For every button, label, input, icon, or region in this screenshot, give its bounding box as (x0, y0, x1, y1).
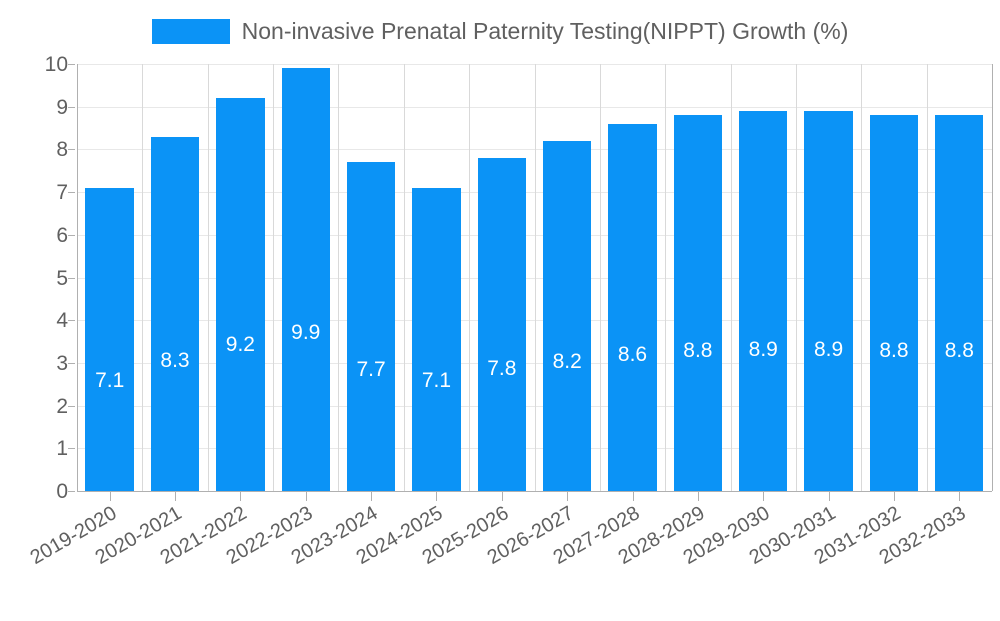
bar-value-label: 8.9 (814, 337, 844, 361)
bar[interactable]: 7.1 (85, 187, 134, 491)
bar-value-label: 8.3 (160, 348, 190, 372)
x-gridline (77, 64, 78, 491)
y-axis-tick-mark (68, 362, 75, 364)
y-axis-tick-label: 9 (56, 95, 68, 119)
x-axis-tick-mark (894, 491, 895, 501)
y-axis-tick-mark (68, 234, 75, 236)
bar[interactable]: 7.1 (412, 187, 461, 491)
y-axis-tick-mark (68, 448, 75, 450)
y-gridline (77, 64, 992, 65)
y-gridline (77, 320, 992, 322)
y-axis-tick-label: 4 (56, 309, 68, 333)
x-gridline (142, 64, 143, 491)
x-gridline (992, 64, 993, 491)
bar-value-label: 8.8 (879, 339, 909, 363)
bar-value-label: 9.9 (291, 321, 321, 345)
x-axis-tick-mark (698, 491, 699, 501)
bar[interactable]: 8.8 (673, 115, 723, 491)
bar[interactable]: 8.6 (608, 123, 657, 491)
y-axis-tick-label: 6 (56, 223, 68, 247)
bar-value-label: 7.7 (356, 358, 386, 382)
y-axis-tick-mark (68, 192, 75, 194)
bar[interactable]: 9.9 (281, 68, 330, 491)
x-gridline (927, 64, 928, 491)
bar[interactable]: 8.8 (935, 115, 984, 491)
x-axis-tick-mark (829, 491, 830, 501)
bar[interactable]: 9.2 (216, 98, 265, 491)
y-axis-tick-label: 3 (56, 351, 68, 375)
x-axis-tick-mark (502, 491, 503, 501)
y-gridline (77, 234, 992, 236)
x-gridline (338, 64, 339, 491)
x-axis-tick-mark (567, 491, 568, 501)
y-axis-tick-label: 1 (56, 437, 68, 461)
y-axis-tick-label: 8 (56, 138, 68, 162)
y-axis-tick-mark (68, 491, 75, 492)
bar-chart: Non-invasive Prenatal Paternity Testing(… (0, 0, 1000, 600)
x-gridline (796, 64, 797, 491)
x-axis-tick-mark (306, 491, 307, 501)
y-axis: 0 1 2 3 4 5 6 7 8 9 10 (0, 0, 75, 600)
x-axis-tick-mark (436, 491, 437, 501)
y-axis-tick-label: 10 (44, 53, 68, 76)
y-axis-tick-mark (68, 106, 75, 108)
x-gridline (731, 64, 732, 491)
bar-value-label: 8.8 (683, 339, 713, 363)
bar-value-label: 8.6 (617, 342, 648, 366)
x-axis-tick-mark (959, 491, 960, 501)
y-gridline (77, 149, 992, 151)
x-gridline (469, 64, 470, 491)
y-gridline (77, 448, 992, 450)
x-axis-tick-mark (763, 491, 764, 501)
y-gridline (77, 106, 992, 108)
legend-item-label: Non-invasive Prenatal Paternity Testing(… (241, 17, 849, 44)
x-gridline (208, 64, 209, 491)
x-axis-tick-mark (371, 491, 372, 501)
x-axis: 2019-2020 2020-2021 2021-2022 2022-2023 2023… (26, 491, 970, 569)
x-axis-tick-mark (175, 491, 176, 501)
x-axis-tick-mark (240, 491, 241, 501)
y-axis-tick-label: 2 (56, 394, 68, 418)
y-gridline (77, 405, 992, 407)
y-gridline (77, 491, 992, 492)
bar[interactable]: 8.9 (739, 110, 788, 491)
y-axis-tick-mark (68, 320, 75, 322)
bar-value-label: 8.8 (944, 339, 974, 363)
bar-value-label: 7.8 (487, 356, 517, 380)
y-axis-tick-mark (68, 149, 75, 151)
bar[interactable]: 8.9 (804, 110, 853, 491)
y-axis-tick-label: 7 (56, 181, 68, 205)
x-gridline (404, 64, 405, 491)
color-swatch-icon (151, 18, 230, 44)
chart-legend: Non-invasive Prenatal Paternity Testing(… (0, 10, 1000, 52)
y-axis-tick-mark (68, 405, 75, 407)
bar[interactable]: 7.8 (477, 157, 526, 491)
x-gridline (535, 64, 536, 491)
bar[interactable]: 8.3 (150, 136, 200, 491)
x-gridline (861, 64, 862, 491)
y-gridline (77, 277, 992, 279)
y-axis-tick-label: 0 (56, 480, 68, 503)
plot-area: 7.1 8.3 9.2 9.9 7.7 7.1 7.8 8.2 8.6 8.8 8.9 8.9 8.8 8… (77, 64, 993, 492)
x-gridline (600, 64, 601, 491)
bar[interactable]: 8.2 (542, 140, 592, 491)
y-axis-tick-mark (68, 277, 75, 279)
y-axis-tick-mark (68, 64, 75, 65)
x-axis-tick-mark (110, 491, 111, 501)
x-gridline (273, 64, 274, 491)
x-axis-tick-mark (633, 491, 634, 501)
bar-value-label: 7.1 (95, 368, 125, 392)
bar-value-label: 9.2 (225, 333, 255, 357)
y-gridline (77, 362, 992, 364)
bar[interactable]: 7.7 (346, 162, 396, 491)
bar-value-label: 7.1 (421, 368, 452, 392)
bar-value-label: 8.2 (552, 349, 582, 373)
bar-value-label: 8.9 (748, 337, 778, 361)
y-axis-tick-label: 5 (56, 266, 68, 290)
y-gridline (77, 192, 992, 194)
legend-item[interactable]: Non-invasive Prenatal Paternity Testing(… (151, 17, 849, 44)
bar[interactable]: 8.8 (869, 115, 919, 491)
x-gridline (665, 64, 666, 491)
